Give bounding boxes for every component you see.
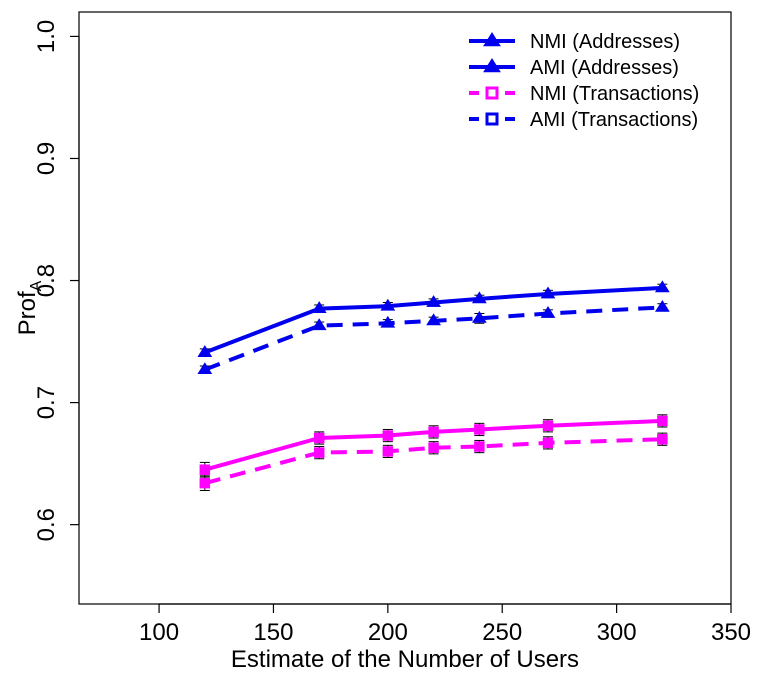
y-axis-title: ProfA — [14, 280, 45, 335]
series-1 — [197, 299, 670, 375]
x-tick-label: 350 — [711, 619, 751, 646]
data-point — [657, 433, 668, 445]
x-axis: 100 150 200 250 300 350 — [139, 603, 751, 646]
data-point — [199, 464, 211, 475]
data-point — [382, 446, 394, 457]
legend-label: AMI (Transactions) — [530, 109, 698, 131]
legend-item: AMI (Addresses) — [469, 57, 679, 79]
x-tick-label: 300 — [597, 619, 637, 646]
data-point — [428, 426, 439, 438]
series-3 — [199, 432, 668, 491]
x-tick-label: 250 — [482, 619, 522, 646]
data-point — [654, 299, 670, 312]
y-tick-label: 0.7 — [33, 386, 60, 419]
legend-marker — [483, 58, 501, 73]
y-axis-title-subscript: A — [28, 280, 45, 291]
legend-label: NMI (Transactions) — [530, 83, 699, 105]
data-point — [313, 447, 325, 458]
x-axis-title: Estimate of the Number of Users — [231, 646, 579, 673]
x-tick-label: 200 — [368, 619, 408, 646]
data-point — [311, 301, 327, 314]
y-axis-title-main: Prof — [14, 291, 41, 335]
data-point — [426, 313, 441, 326]
legend-marker — [483, 32, 501, 47]
data-point — [657, 415, 668, 427]
data-point — [474, 424, 485, 435]
data-point — [382, 430, 394, 441]
data-point — [542, 420, 554, 432]
legend-label: NMI (Addresses) — [530, 31, 680, 53]
legend-marker — [485, 86, 499, 100]
series-0 — [197, 280, 670, 357]
data-point — [540, 306, 556, 318]
data-point — [474, 441, 485, 452]
data-point — [654, 280, 670, 293]
legend-item: NMI (Transactions) — [469, 83, 699, 105]
series-2 — [199, 414, 668, 478]
y-axis: 0.6 0.7 0.8 0.9 1.0 — [33, 20, 80, 541]
data-point — [380, 315, 396, 328]
data-point — [471, 291, 487, 304]
x-tick-label: 150 — [253, 619, 293, 646]
data-point — [428, 442, 439, 454]
data-point — [542, 437, 554, 449]
legend-item: NMI (Addresses) — [469, 31, 680, 53]
data-point — [540, 286, 556, 299]
data-point — [471, 310, 487, 323]
y-tick-label: 0.8 — [33, 264, 60, 297]
data-point — [313, 432, 325, 444]
data-point — [197, 362, 213, 375]
y-tick-label: 1.0 — [33, 20, 60, 53]
y-tick-label: 0.9 — [33, 142, 60, 175]
data-point — [380, 298, 396, 311]
data-point — [199, 477, 211, 489]
legend-label: AMI (Addresses) — [530, 57, 679, 79]
y-tick-label: 0.6 — [33, 508, 60, 541]
data-point — [311, 318, 327, 331]
legend: NMI (Addresses) AMI (Addresses) NMI (Trans… — [469, 31, 699, 131]
legend-marker — [485, 112, 499, 126]
data-point — [426, 295, 441, 307]
x-tick-label: 100 — [139, 619, 179, 646]
legend-item: AMI (Transactions) — [469, 109, 698, 131]
data-point — [197, 345, 213, 357]
series-layer — [197, 280, 670, 491]
